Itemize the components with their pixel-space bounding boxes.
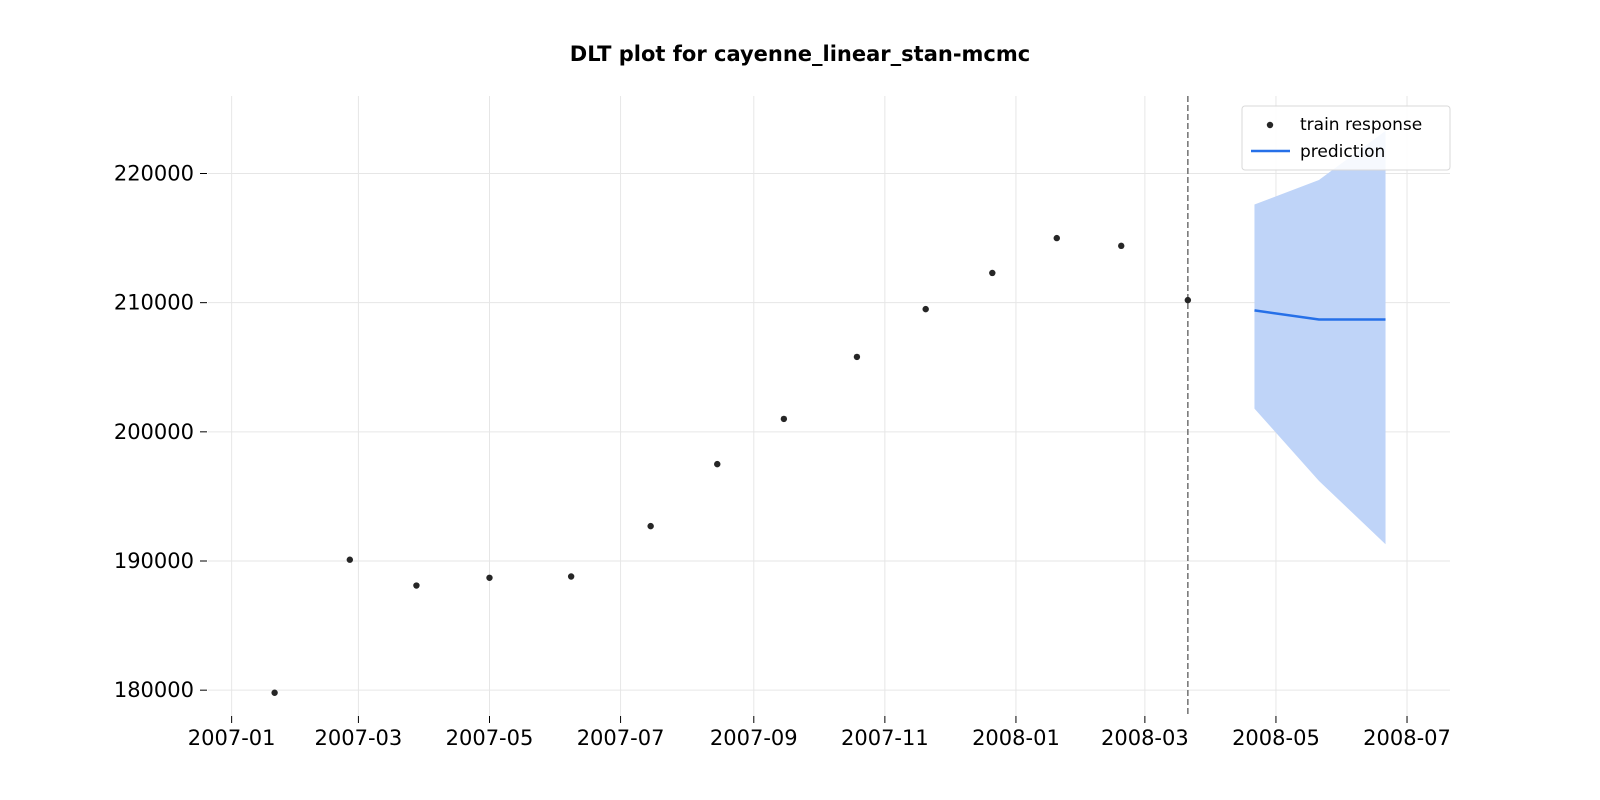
train-response-point xyxy=(271,689,278,696)
prediction-interval-band xyxy=(1254,130,1386,545)
train-response-point xyxy=(1184,296,1192,304)
legend-marker-train-response xyxy=(1266,121,1274,129)
x-tick-label: 2007-09 xyxy=(710,726,798,750)
y-tick-label: 200000 xyxy=(114,420,194,444)
x-tick-label: 2008-01 xyxy=(972,726,1060,750)
y-tick-label: 210000 xyxy=(114,291,194,315)
train-response-point xyxy=(346,556,354,563)
legend-label-train-response: train response xyxy=(1300,115,1422,135)
train-response-point xyxy=(647,522,654,530)
train-points-layer xyxy=(271,234,1192,696)
y-tick-label: 190000 xyxy=(114,549,194,573)
prediction-line xyxy=(1254,309,1386,321)
train-response-point xyxy=(1118,242,1125,250)
y-tick-label: 180000 xyxy=(114,678,194,702)
train-response-point xyxy=(714,460,721,468)
axis-layer: 2007-01 2007-03 2007-05 2007-07 2007-09 2007-… xyxy=(114,162,1451,751)
prediction-band-layer xyxy=(1254,130,1386,545)
legend-label-prediction: prediction xyxy=(1300,142,1385,162)
y-tick-label: 220000 xyxy=(114,162,194,186)
x-tick-label: 2007-01 xyxy=(188,726,276,750)
x-tick-label: 2007-05 xyxy=(446,726,534,750)
chart-title: DLT plot for cayenne_linear_stan-mcmc xyxy=(570,42,1030,66)
train-response-point xyxy=(486,574,493,581)
x-tick-label: 2007-03 xyxy=(315,726,403,750)
x-tick-label: 2008-07 xyxy=(1363,726,1451,750)
train-response-point xyxy=(780,415,788,423)
train-response-point xyxy=(1053,234,1060,242)
train-response-point xyxy=(853,353,861,361)
train-response-point xyxy=(413,582,420,589)
x-tick-label: 2007-07 xyxy=(577,726,665,750)
legend: train response prediction xyxy=(1241,105,1451,171)
x-tick-label: 2008-03 xyxy=(1101,726,1189,750)
train-response-point xyxy=(922,305,929,313)
x-tick-label: 2008-05 xyxy=(1232,726,1320,750)
prediction-line-layer xyxy=(1254,309,1386,321)
train-response-point xyxy=(567,573,575,580)
legend-box xyxy=(1241,105,1451,171)
grid-layer xyxy=(208,96,1450,716)
x-tick-label: 2007-11 xyxy=(841,726,929,750)
train-response-point xyxy=(989,269,996,277)
